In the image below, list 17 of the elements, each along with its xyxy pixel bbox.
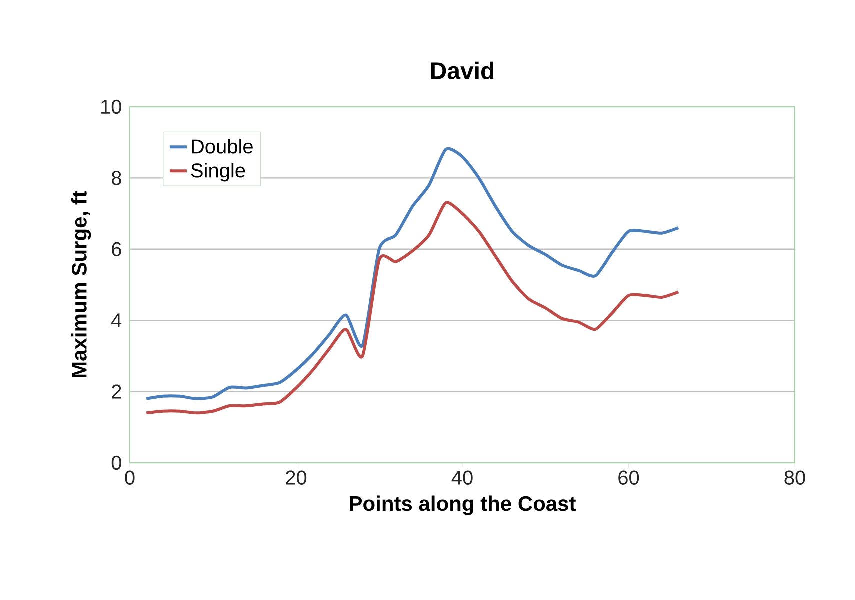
y-tick-label: 2 (112, 384, 122, 399)
y-tick-label: 6 (112, 242, 122, 256)
x-tick-label: 40 (452, 470, 473, 485)
y-tick-label: 4 (112, 314, 122, 328)
x-tick-label: 80 (784, 470, 806, 485)
legend-label: Single (191, 163, 246, 182)
x-tick-label: 60 (618, 470, 640, 485)
legend-label: Double (192, 139, 253, 154)
chart-title: David (431, 62, 494, 80)
y-axis-title: Maximum Surge, ft (71, 191, 92, 378)
y-tick-label: 8 (112, 171, 122, 186)
x-tick-label: 20 (286, 470, 307, 485)
line-series (145, 202, 680, 415)
y-tick-label: 10 (102, 100, 122, 114)
x-axis-title: Points along the Coast (350, 496, 576, 516)
y-tick-label: 0 (112, 456, 122, 470)
x-tick-label: 0 (125, 470, 135, 485)
